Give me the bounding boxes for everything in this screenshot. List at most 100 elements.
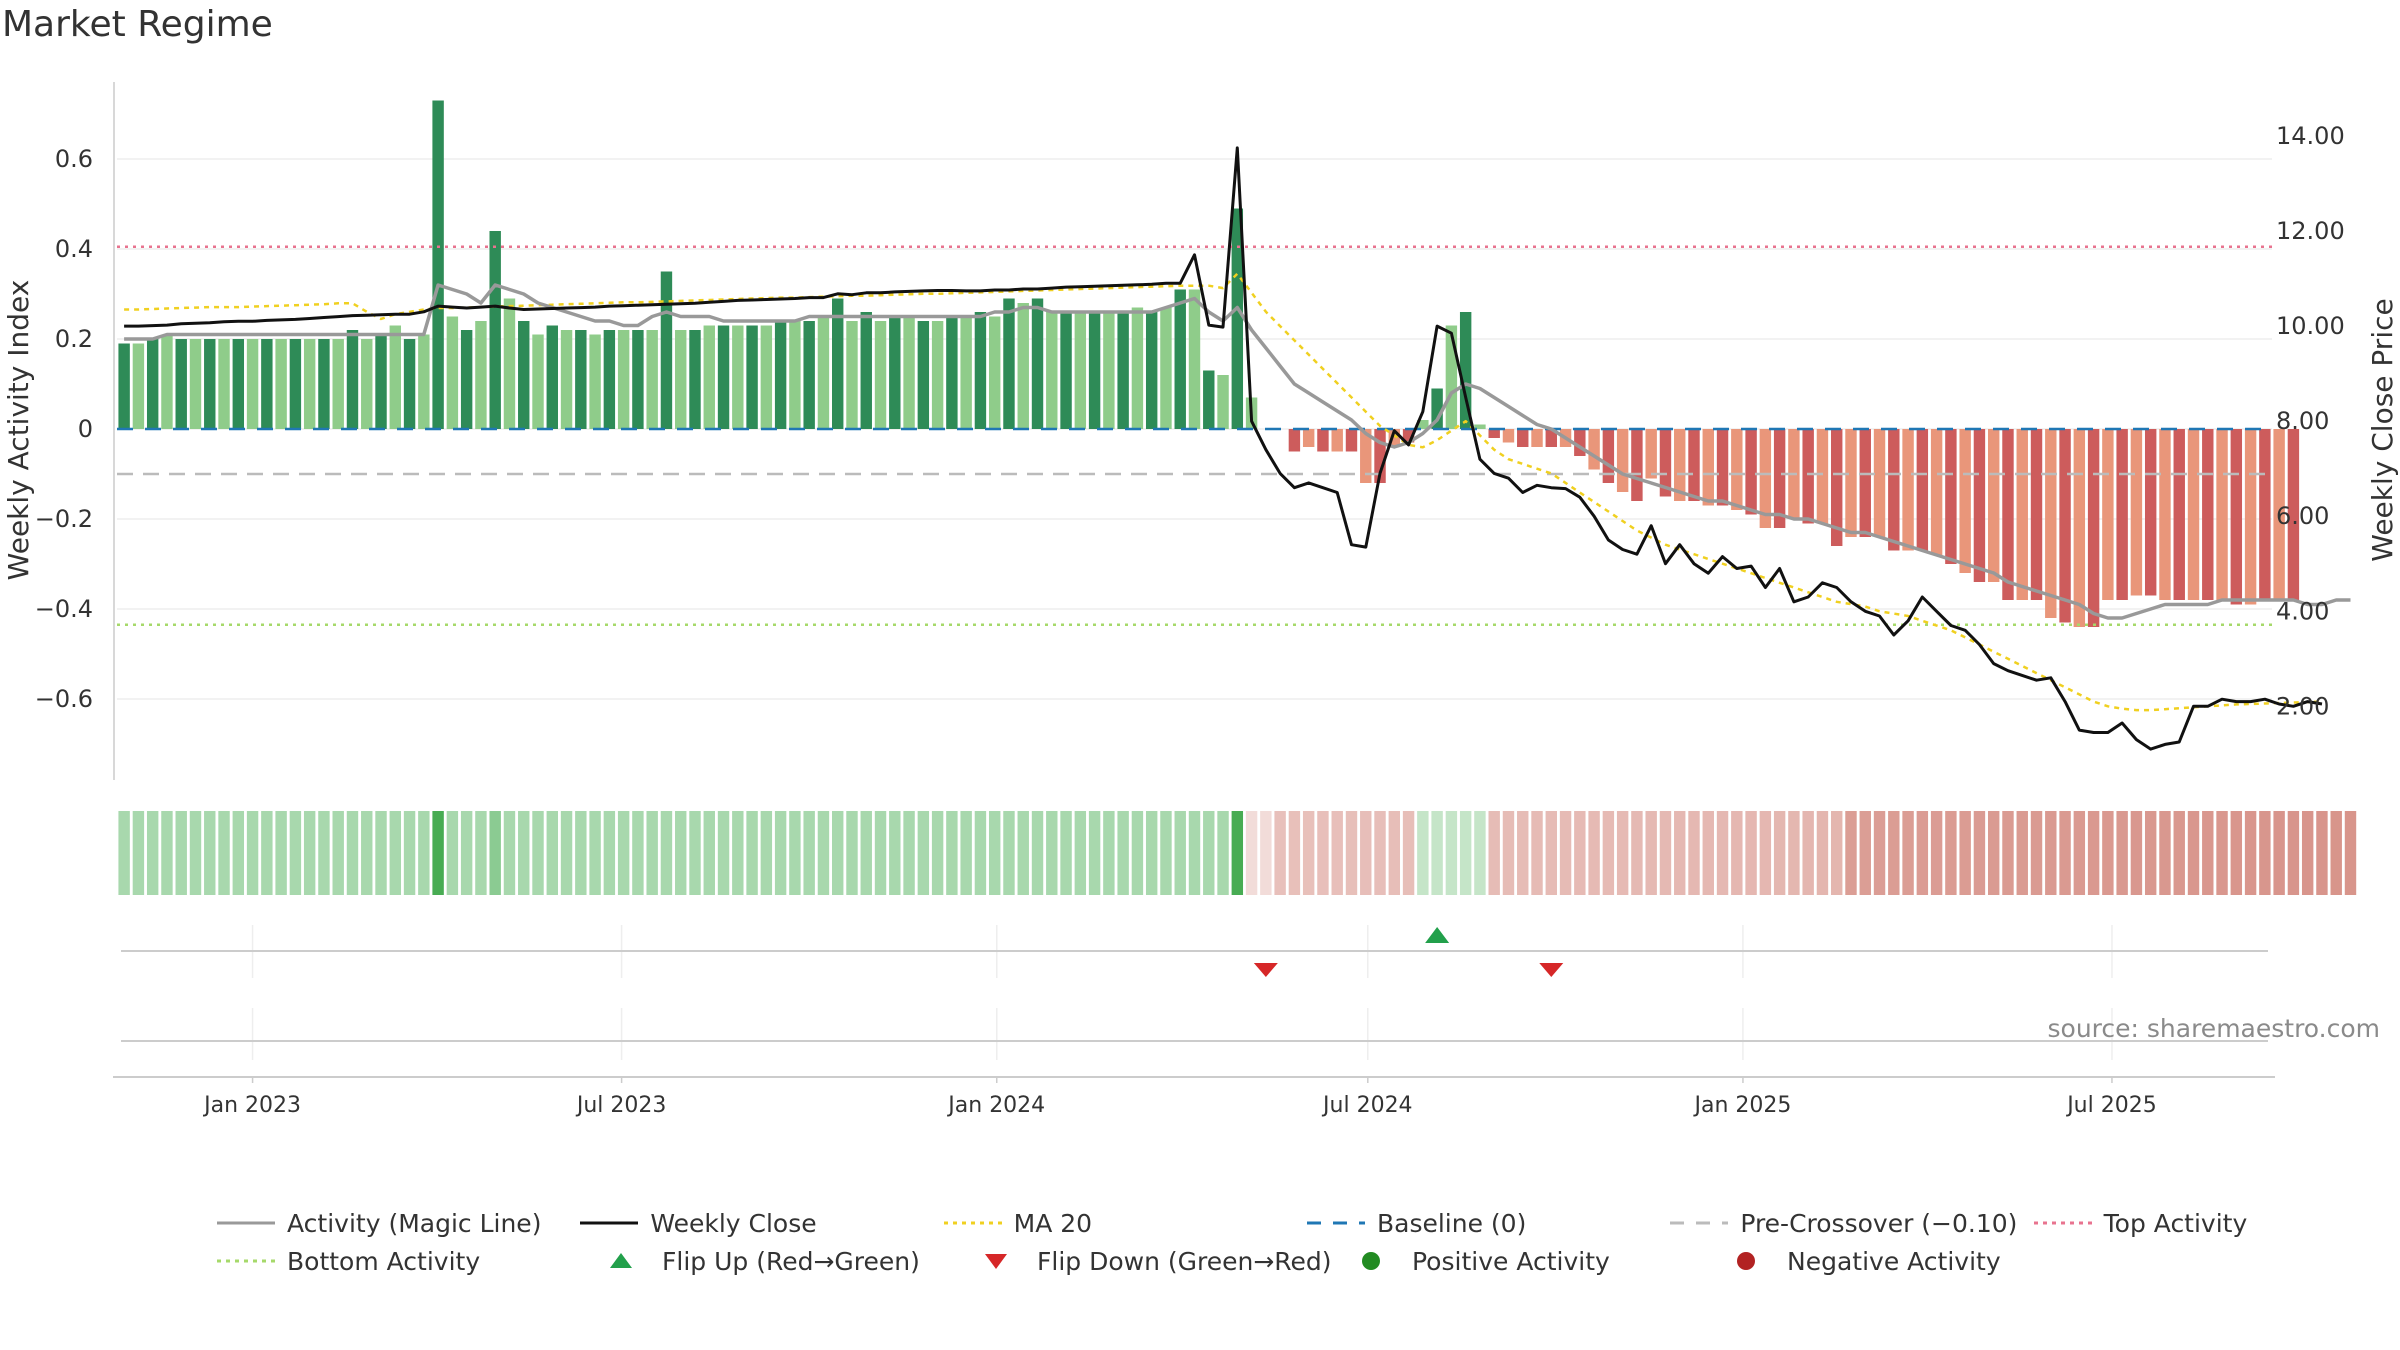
regime-cell: [1773, 811, 1786, 895]
regime-cell: [318, 811, 330, 895]
activity-bar: [1474, 424, 1486, 429]
legend-item: Activity (Magic Line): [215, 1209, 578, 1238]
activity-bar: [589, 334, 601, 429]
activity-bar: [460, 330, 473, 429]
regime-cell: [1174, 811, 1186, 895]
regime-cell: [2144, 811, 2157, 895]
activity-bar: [403, 339, 416, 429]
legend-row: Activity (Magic Line) Weekly Close MA 20 Ba…: [215, 1204, 2395, 1242]
right-tick-label: 2.00: [2276, 692, 2329, 720]
activity-bar: [2087, 429, 2100, 627]
legend-triangle-icon: [985, 1254, 1007, 1269]
regime-cell: [2002, 811, 2014, 895]
regime-cell: [1973, 811, 1986, 895]
regime-cell: [1388, 811, 1401, 895]
legend-line-icon: [217, 1259, 275, 1263]
activity-bar: [817, 316, 830, 429]
regime-cell: [303, 811, 316, 895]
legend-line-icon: [943, 1221, 1002, 1225]
regime-cell: [946, 811, 958, 895]
activity-bar: [1545, 429, 1557, 447]
regime-cell: [746, 811, 758, 895]
activity-bar: [917, 321, 930, 429]
flip-down-marker: [1539, 963, 1564, 977]
legend-swatch-mark: [985, 1254, 1007, 1269]
left-axis-label: Weekly Activity Index: [2, 280, 35, 581]
regime-cell: [2230, 811, 2243, 895]
regime-cell: [1445, 811, 1458, 895]
activity-bar: [2002, 429, 2014, 600]
activity-bar: [1816, 429, 1829, 524]
activity-bar: [1160, 307, 1172, 429]
activity-bar: [546, 325, 558, 429]
activity-bar: [575, 330, 587, 429]
left-tick-label: 0.2: [55, 325, 93, 353]
regime-cell: [2316, 811, 2328, 895]
regime-cell: [2273, 811, 2285, 895]
activity-bar: [2187, 429, 2200, 600]
regime-cell: [489, 811, 501, 895]
regime-cell: [760, 811, 773, 895]
flip-down-marker: [1253, 963, 1278, 977]
activity-bar: [2273, 429, 2285, 600]
regime-cell: [1374, 811, 1386, 895]
activity-bar: [1831, 429, 1843, 546]
regime-cell: [2059, 811, 2071, 895]
activity-bar: [218, 339, 230, 429]
left-tick-label: 0.4: [55, 235, 93, 263]
activity-bar: [1859, 429, 1871, 537]
regime-cell: [1117, 811, 1129, 895]
activity-bar: [988, 316, 1001, 429]
x-tick-label: Jul 2023: [575, 1093, 667, 1118]
regime-cell: [988, 811, 1001, 895]
activity-bar: [2259, 429, 2271, 600]
activity-bar: [1217, 375, 1229, 429]
activity-bar: [1402, 429, 1415, 443]
regime-cell: [1702, 811, 1714, 895]
activity-bar: [175, 339, 187, 429]
activity-bar: [2287, 429, 2300, 600]
left-tick-label: 0: [78, 415, 93, 443]
activity-bar: [532, 334, 544, 429]
regime-cell: [1588, 811, 1600, 895]
right-axis-label: Weekly Close Price: [2366, 298, 2399, 561]
activity-bar: [760, 325, 773, 429]
activity-bar: [1117, 312, 1129, 429]
legend-label: Flip Up (Red→Green): [662, 1246, 920, 1276]
regime-cell: [1402, 811, 1415, 895]
activity-bar: [560, 330, 573, 429]
activity-bar: [2202, 429, 2214, 600]
regime-cell: [903, 811, 915, 895]
regime-cell: [118, 811, 130, 895]
regime-cell: [1145, 811, 1158, 895]
regime-cell: [660, 811, 673, 895]
regime-cell: [218, 811, 230, 895]
activity-bar: [703, 325, 715, 429]
regime-cell: [2330, 811, 2342, 895]
regime-cell: [389, 811, 402, 895]
legend-line-icon: [1306, 1221, 1365, 1225]
activity-bar: [1417, 420, 1429, 429]
legend-swatch-mark: [610, 1253, 632, 1268]
legend-item: Flip Down (Green→Red): [965, 1247, 1340, 1276]
activity-bar: [2073, 429, 2086, 627]
regime-cell: [1788, 811, 1800, 895]
legend-item: Top Activity: [2032, 1209, 2395, 1238]
activity-bar: [475, 321, 487, 429]
activity-bar: [1945, 429, 1957, 564]
activity-bar: [361, 339, 373, 429]
activity-bar: [746, 325, 758, 429]
right-tick-label: 10.00: [2276, 312, 2345, 340]
activity-bar: [318, 339, 330, 429]
regime-cell: [603, 811, 616, 895]
activity-bar: [289, 339, 302, 429]
regime-cell: [931, 811, 944, 895]
regime-cell: [2216, 811, 2228, 895]
activity-bar: [789, 321, 801, 429]
regime-cell: [546, 811, 558, 895]
regime-cell: [2102, 811, 2114, 895]
activity-bar: [946, 316, 958, 429]
activity-bar: [1031, 298, 1044, 429]
activity-bar: [1103, 312, 1115, 429]
